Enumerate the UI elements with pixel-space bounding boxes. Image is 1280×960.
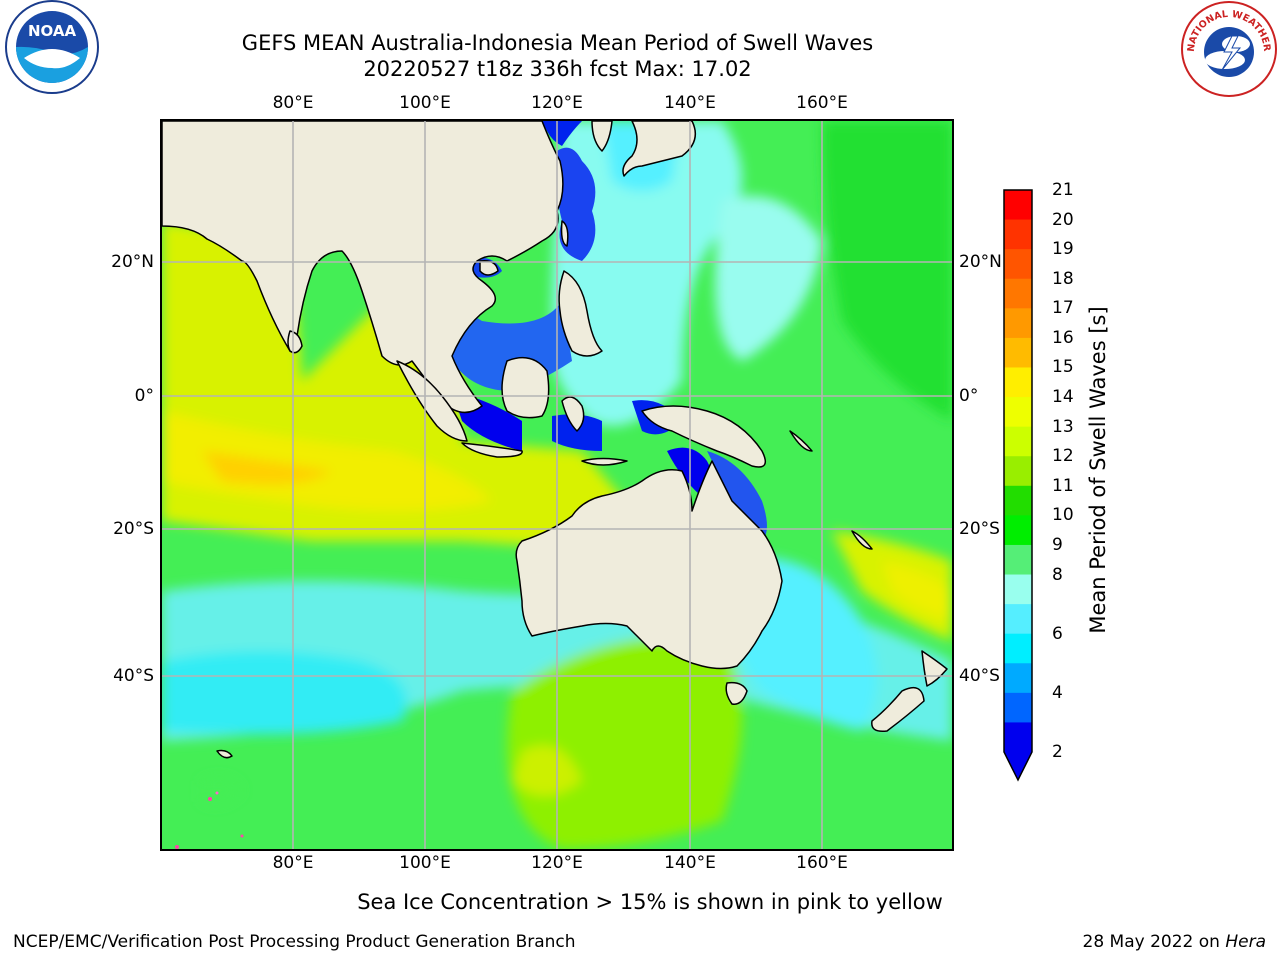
colorbar-swatch [1004,574,1032,605]
lon-label-top: 160°E [796,93,848,113]
run-date: 28 May 2022 on Hera [1083,932,1267,952]
new-zealand-south [871,686,925,733]
colorbar-tick-label: 19 [1052,239,1074,260]
graticule [162,121,952,849]
lon-label-top: 120°E [531,93,583,113]
colorbar-swatch [1004,663,1032,694]
colorbar-swatch [1004,722,1032,753]
japan [622,121,697,177]
noaa-logo-text: NOAA [28,22,77,40]
lon-label-bottom: 120°E [531,853,583,873]
sea-ice-markers [175,791,244,849]
borneo [501,356,550,419]
colorbar-tick-label: 18 [1052,268,1074,289]
colorbar-swatch [1004,515,1032,546]
colorbar-swatch [1004,604,1032,635]
colorbar-swatch [1004,485,1032,516]
tasmania [725,681,748,705]
colorbar-swatch [1004,692,1032,723]
colorbar-swatch [1004,544,1032,576]
run-date-text: 28 May 2022 on [1082,932,1220,952]
colorbar-swatch [1004,367,1032,398]
lon-label-bottom: 160°E [796,853,848,873]
colorbar-swatch [1004,190,1032,221]
colorbar-tick-label: 17 [1052,298,1074,319]
colorbar-tick-label: 10 [1052,505,1074,526]
lat-label-right: 20°N [959,252,1002,272]
sea-ice-note: Sea Ice Concentration > 15% is shown in … [357,890,943,914]
colorbar-tick-label: 12 [1052,446,1074,467]
colorbar-tick-label: 2 [1052,742,1063,762]
colorbar-tick-label: 6 [1052,623,1063,644]
java [461,442,523,458]
new-caledonia [851,530,873,550]
lat-label-left: 20°S [113,519,154,539]
colorbar-swatch [1004,337,1032,368]
colorbar-swatch [1004,456,1032,487]
colorbar-swatch [1004,426,1032,457]
swell-period-map [160,119,954,851]
lon-label-top: 140°E [664,93,716,113]
colorbar [1003,189,1033,782]
lon-label-bottom: 100°E [399,853,451,873]
kerguelen [216,749,233,759]
colorbar-tick-label: 11 [1052,475,1074,496]
lon-label-bottom: 80°E [272,853,314,873]
philippines [558,270,603,357]
timor [581,457,628,466]
chart-title: GEFS MEAN Australia-Indonesia Mean Perio… [241,31,874,55]
sri-lanka [287,330,303,354]
lon-label-top: 100°E [399,93,451,113]
colorbar-tick-label: 15 [1052,357,1074,378]
credit-text: NCEP/EMC/Verification Post Processing Pr… [13,932,576,952]
new-zealand-north [921,650,948,687]
land-masses [162,121,948,759]
australia [515,460,783,670]
lat-label-right: 20°S [959,519,1000,539]
colorbar-swatch [1004,308,1032,339]
sumatra [396,360,468,442]
colorbar-tick-label: 8 [1052,564,1063,585]
colorbar-extend-triangle [1004,752,1032,780]
sulawesi [561,396,585,432]
colorbar-tick-label: 14 [1052,387,1074,408]
taiwan [560,220,569,247]
colorbar-label: Mean Period of Swell Waves [s] [1086,306,1110,634]
colorbar-swatch [1004,633,1032,664]
lon-label-bottom: 140°E [664,853,716,873]
colorbar-swatch [1004,397,1032,428]
colorbar-swatch [1004,278,1032,309]
solomon-islands [789,430,813,452]
colorbar-tick-label: 13 [1052,416,1074,437]
lat-label-right: 0° [959,386,979,406]
noaa-logo: NOAA [0,0,104,98]
lat-label-left: 20°N [111,252,154,272]
machine-name: Hera [1225,932,1266,952]
colorbar-tick-label: 9 [1052,534,1063,555]
colorbar-tick-label: 20 [1052,209,1074,230]
hainan [479,259,499,276]
new-guinea [641,405,767,468]
chart-subtitle: 20220527 t18z 336h fcst Max: 17.02 [363,57,752,81]
colorbar-tick-label: 4 [1052,682,1063,703]
korea [591,121,613,152]
lon-label-top: 80°E [272,93,314,113]
lat-label-right: 40°S [959,666,1000,686]
colorbar-swatch [1004,219,1032,250]
lat-label-left: 40°S [113,666,154,686]
colorbar-tick-label: 21 [1052,180,1074,200]
colorbar-tick-label: 16 [1052,327,1074,348]
nws-logo: NATIONAL WEATHER SERVICE [1176,0,1278,98]
lat-label-left: 0° [134,386,154,406]
colorbar-swatch [1004,249,1032,280]
